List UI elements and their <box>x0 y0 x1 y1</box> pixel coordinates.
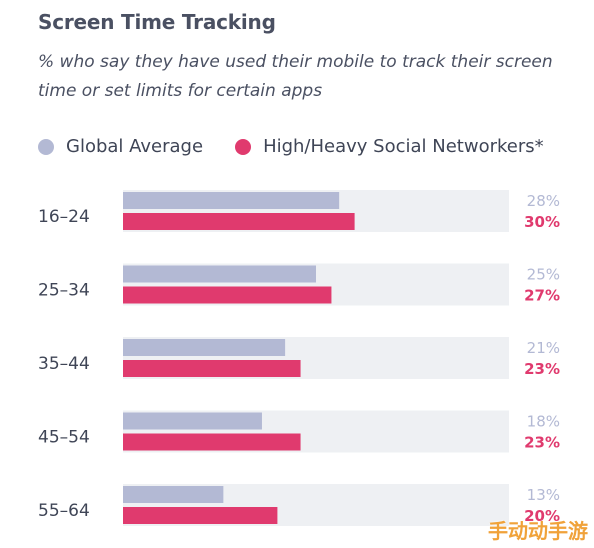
chart-subtitle: % who say they have used their mobile to… <box>38 52 553 101</box>
value-label-heavy-social-networkers: 20% <box>524 507 560 525</box>
bar-heavy-social-networkers <box>123 507 278 524</box>
legend-label-global-average: Global Average <box>66 136 204 157</box>
chart-title: Screen Time Tracking <box>38 10 276 34</box>
value-label-heavy-social-networkers: 23% <box>524 434 560 452</box>
category-label: 25–34 <box>38 281 90 301</box>
value-label-heavy-social-networkers: 23% <box>524 360 560 378</box>
value-label-heavy-social-networkers: 30% <box>524 213 560 231</box>
category-label: 55–64 <box>38 501 90 521</box>
legend-swatch-global-average <box>38 138 54 155</box>
bar-heavy-social-networkers <box>123 433 301 451</box>
bar-global-average <box>123 339 286 356</box>
category-label: 35–44 <box>38 354 90 374</box>
value-label-global-average: 28% <box>527 192 560 210</box>
category-label: 16–24 <box>38 207 90 227</box>
chart-legend: Global Average High/Heavy Social Network… <box>38 136 576 157</box>
bar-global-average <box>123 412 262 430</box>
bar-global-average <box>123 192 340 209</box>
category-label: 45–54 <box>38 428 90 448</box>
bar-heavy-social-networkers <box>123 360 301 377</box>
value-label-global-average: 13% <box>527 486 560 504</box>
legend-swatch-heavy-social-networkers <box>235 138 252 155</box>
watermark: 手动动手游 <box>488 519 588 543</box>
value-label-heavy-social-networkers: 27% <box>524 287 560 305</box>
bar-heavy-social-networkers <box>123 213 355 230</box>
legend-item-heavy-social-networkers: High/Heavy Social Networkers* <box>235 136 544 157</box>
value-label-global-average: 21% <box>527 339 560 357</box>
value-label-global-average: 25% <box>527 266 560 284</box>
legend-label-heavy-social-networkers: High/Heavy Social Networkers* <box>263 136 544 157</box>
bar-global-average <box>123 486 224 503</box>
bar-global-average <box>123 265 316 283</box>
bar-heavy-social-networkers <box>123 286 332 304</box>
value-label-global-average: 18% <box>527 413 560 431</box>
legend-item-global-average: Global Average <box>38 136 203 157</box>
